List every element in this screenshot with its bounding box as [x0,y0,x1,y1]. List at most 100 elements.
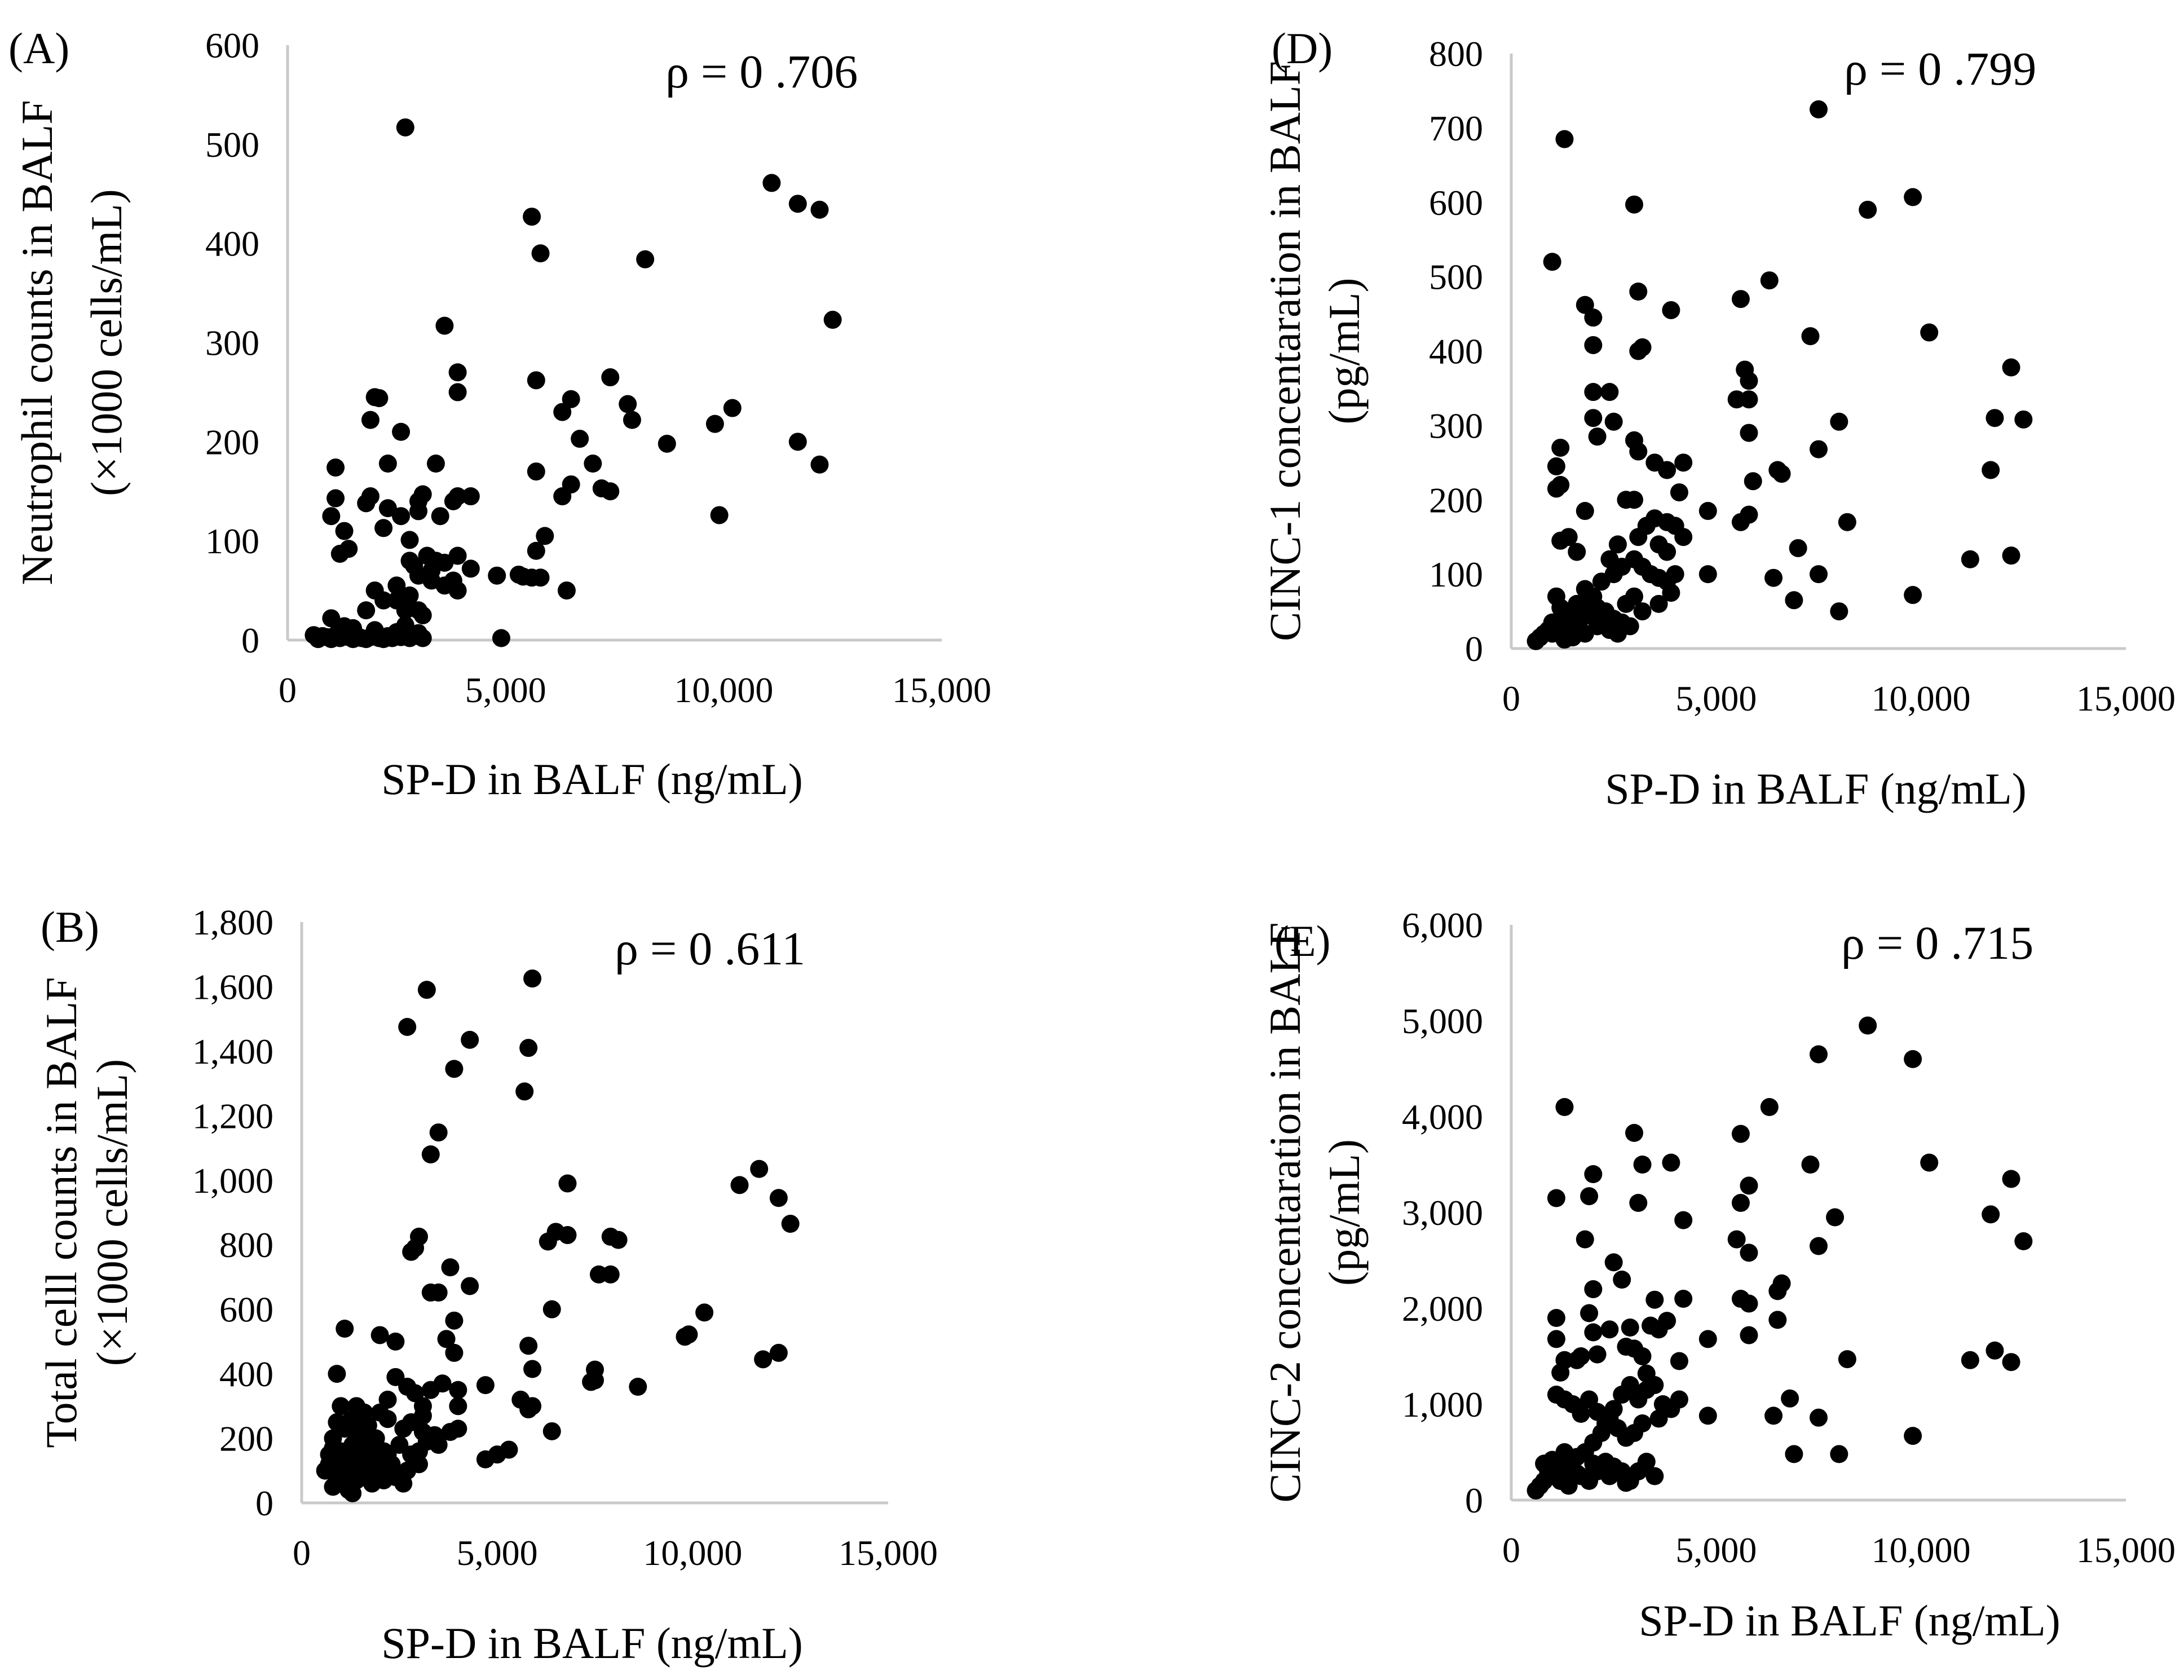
panel-d-data-point [1920,323,1939,342]
panel-d-x-axis-title: SP-D in BALF (ng/mL) [1605,764,2027,813]
panel-a-data-point [810,455,829,474]
panel-a-data-point [527,462,545,481]
panel-e-data-point [1768,1311,1787,1329]
panel-b-data-point [328,1413,346,1431]
panel-a-x-tick-label: 10,000 [674,670,773,710]
panel-b-x-tick-label: 10,000 [643,1533,742,1573]
panel-d-data-point [1547,479,1565,498]
panel-a-data-point [413,485,432,504]
panel-e-data-point [1568,1464,1586,1483]
panel-d-label: (D) [1272,24,1333,73]
panel-d-y-axis-units: (pg/mL) [1320,278,1369,425]
panel-b-data-point [750,1159,769,1178]
panel-d-data-point [1551,438,1570,457]
panel-b-data-point [402,1242,421,1261]
panel-e-data-point [1740,1294,1758,1313]
panel-b-data-point [461,1030,479,1049]
panel-a-data-point [509,565,528,584]
panel-d-data-point [1674,528,1693,546]
panel-b-x-tick-label: 15,000 [839,1533,938,1573]
panel-e-data-point [1810,1237,1828,1255]
panel-a-data-point [309,630,328,649]
panel-e-data-point [1731,1125,1750,1143]
panel-a-data-point [322,609,341,628]
panel-d-y-tick-label: 400 [1429,332,1483,372]
panel-b-data-point [445,1060,464,1078]
panel-a-x-tick-label: 5,000 [465,670,546,710]
panel-b-x-tick-label: 5,000 [457,1533,538,1573]
panel-a-data-point [584,455,602,473]
panel-e-data-point [1551,1363,1570,1382]
panel-a-data-point [810,200,829,219]
panel-d-data-point [1740,372,1758,390]
panel-a-data-point [523,208,541,226]
panel-e-data-point [1629,1194,1648,1212]
panel-e-x-tick-label: 5,000 [1675,1530,1757,1570]
panel-a-data-point [374,630,393,649]
panel-a-data-point [327,458,345,477]
panel-a-data-point [562,475,580,493]
panel-a-data-point [327,489,345,508]
panel-b-data-point [542,1300,561,1319]
panel-d-data-point [1608,624,1627,643]
panel-e-data-point [2002,1170,2020,1188]
panel-b-data-point [539,1232,557,1251]
panel-d-data-point [1584,336,1603,354]
panel-b-y-tick-label: 1,200 [192,1096,273,1136]
panel-d-data-point [1859,200,1877,219]
panel-e-data-point [1621,1319,1639,1337]
panel-b-data-point [421,1381,440,1399]
panel-b-y-tick-label: 600 [219,1290,273,1330]
panel-a-data-point [557,581,576,600]
panel-d-y-tick-label: 500 [1429,257,1483,297]
panel-d-data-point [1543,253,1561,271]
panel-b-data-point [413,1406,432,1425]
panel-d-data-point [2002,546,2020,565]
panel-a-data-point [374,519,393,537]
panel-b-x-tick-label: 0 [293,1533,311,1573]
panel-e-data-point [1645,1467,1664,1485]
panel-d-data-point [1633,338,1652,356]
panel-a-data-point [431,507,449,526]
panel-d-data-point [1649,594,1668,613]
panel-a-data-point [335,522,354,540]
panel-e-y-tick-label: 2,000 [1402,1289,1483,1329]
panel-a-data-point [461,487,480,506]
panel-e-data-point [1649,1409,1668,1428]
panel-d-data-point [1580,591,1599,610]
panel-a-data-point [357,630,376,649]
panel-d-data-point [1551,531,1570,550]
panel-a-data-point [571,430,589,448]
panel-e-data-point [1600,1320,1619,1339]
panel-a-data-point [418,546,436,565]
panel-d-data-point [1662,584,1680,602]
panel-d-y-tick-label: 600 [1429,183,1483,223]
panel-d-data-point [1633,602,1652,621]
panel-b-data-point [386,1368,405,1386]
panel-a-data-point [536,527,554,545]
panel-b-y-tick-label: 200 [219,1419,273,1459]
panel-d-data-point [1666,565,1684,584]
panel-e-data-point [1600,1409,1619,1428]
panel-b-data-point [781,1215,800,1233]
panel-a-data-point [492,629,510,647]
panel-a-y-tick-label: 400 [205,224,259,264]
panel-b-data-point [332,1397,350,1416]
panel-b-data-point [558,1226,577,1245]
panel-a-data-point [788,433,807,451]
panel-d-data-point [1625,491,1643,509]
panel-e-data-point [1801,1156,1820,1174]
panel-d-data-point [1961,550,1979,568]
panel-e-data-point [1584,1280,1603,1298]
panel-e-data-point [1617,1474,1635,1492]
panel-a-data-point [365,388,384,407]
panel-d-x-tick-label: 10,000 [1872,678,1971,718]
panel-e-data-point [1781,1389,1799,1408]
panel-b-y-tick-label: 0 [255,1483,273,1523]
panel-e-data-point [1768,1282,1787,1300]
panel-b-data-point [523,1397,542,1416]
panel-e-data-point [1572,1347,1590,1365]
panel-a-data-point [396,118,414,136]
panel-e-data-point [1904,1427,1922,1445]
